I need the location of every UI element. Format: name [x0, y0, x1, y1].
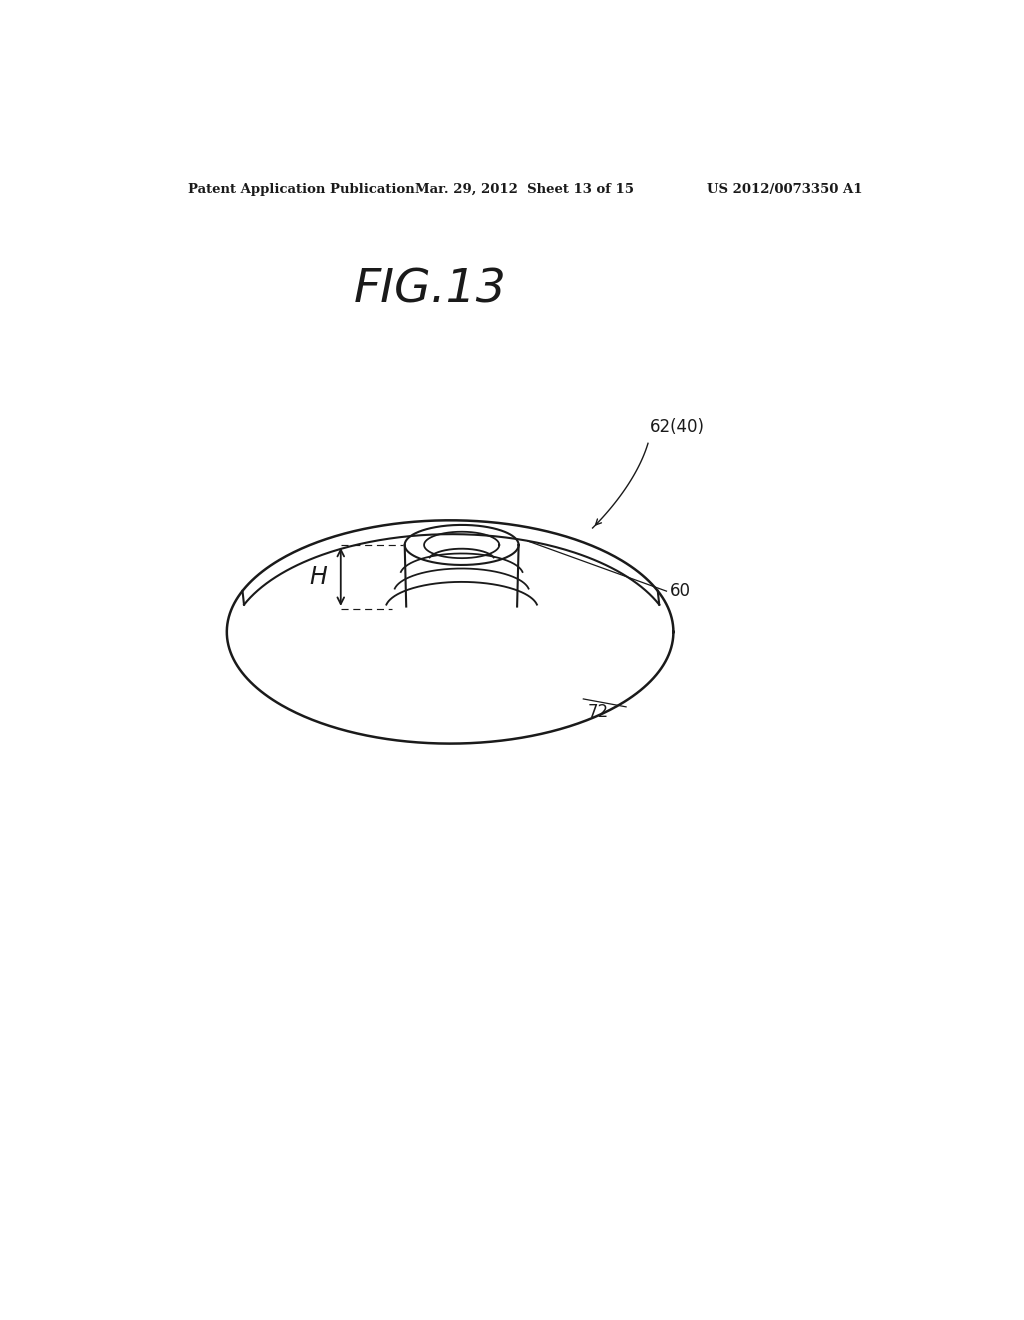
Text: 62(40): 62(40) — [650, 417, 706, 436]
Text: FIG.13: FIG.13 — [354, 268, 507, 313]
Text: Mar. 29, 2012  Sheet 13 of 15: Mar. 29, 2012 Sheet 13 of 15 — [416, 183, 634, 197]
Text: 60: 60 — [670, 582, 690, 601]
Text: US 2012/0073350 A1: US 2012/0073350 A1 — [707, 183, 862, 197]
Text: Patent Application Publication: Patent Application Publication — [188, 183, 415, 197]
Text: 72: 72 — [587, 702, 608, 721]
Text: H: H — [309, 565, 327, 589]
